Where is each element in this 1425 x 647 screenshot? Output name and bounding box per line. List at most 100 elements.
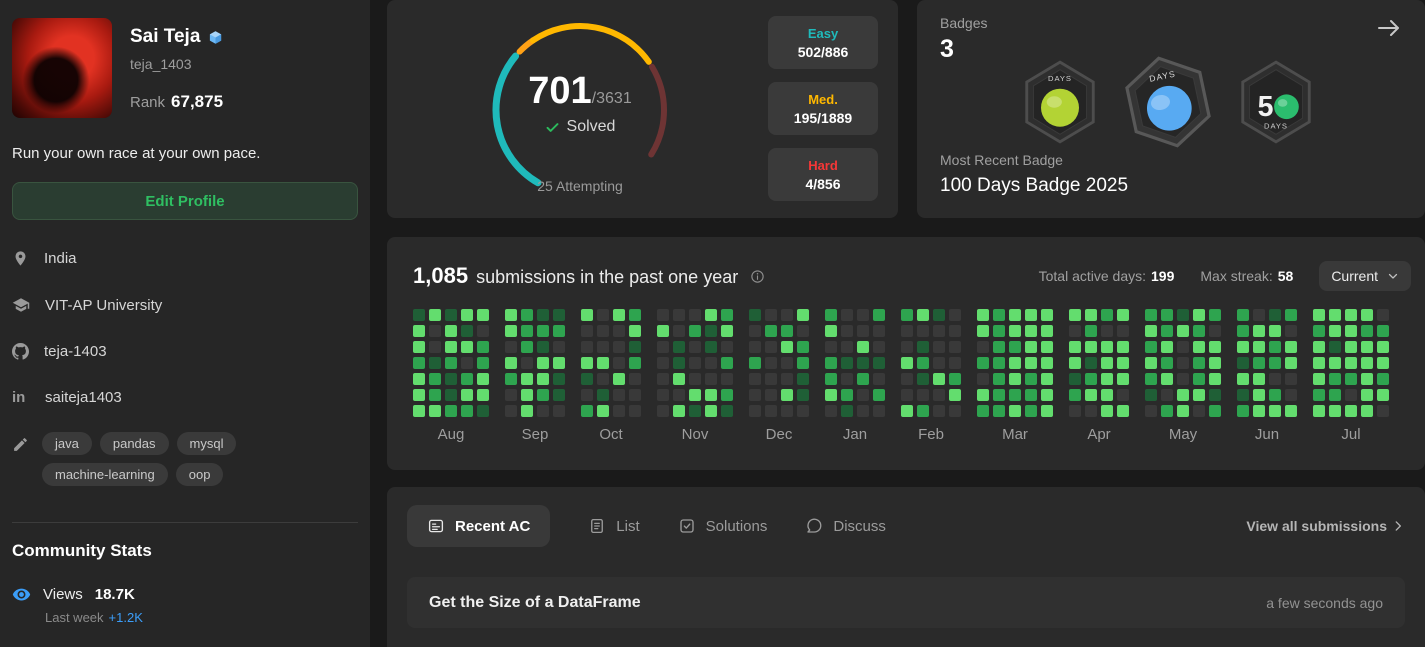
- linkedin-icon: in: [12, 389, 26, 406]
- heatmap-cell: [933, 373, 945, 385]
- heatmap-cell: [477, 373, 489, 385]
- skill-chip[interactable]: java: [42, 432, 92, 455]
- heatmap-cell: [825, 341, 837, 353]
- skill-chip[interactable]: machine-learning: [42, 463, 168, 486]
- heatmap-cell: [721, 373, 733, 385]
- heatmap-cell: [461, 309, 473, 321]
- heatmap-cell: [841, 389, 853, 401]
- arrow-right-icon[interactable]: [1375, 16, 1403, 45]
- heatmap-cell: [1177, 389, 1189, 401]
- heatmap-cell: [705, 373, 717, 385]
- heatmap-range-select[interactable]: Current: [1319, 261, 1411, 291]
- heatmap-cell: [413, 309, 425, 321]
- heatmap-cell: [765, 325, 777, 337]
- heatmap-cell: [1253, 373, 1265, 385]
- heatmap-cell: [505, 325, 517, 337]
- heatmap-cell: [825, 357, 837, 369]
- tab-list[interactable]: List: [588, 507, 640, 545]
- heatmap-cell: [521, 389, 533, 401]
- heatmap-cell: [1161, 373, 1173, 385]
- edit-profile-button[interactable]: Edit Profile: [12, 182, 358, 220]
- avatar: [12, 18, 112, 118]
- heatmap-cell: [1177, 373, 1189, 385]
- heatmap-month-label: Feb: [918, 426, 944, 443]
- heatmap-cell: [841, 405, 853, 417]
- view-all-submissions-link[interactable]: View all submissions: [1246, 518, 1405, 534]
- medium-stat-box: Med. 195/1889: [768, 82, 878, 135]
- heatmap-cell: [857, 357, 869, 369]
- heatmap-cell: [901, 309, 913, 321]
- heatmap-cell: [1193, 389, 1205, 401]
- heatmap-cell: [1193, 325, 1205, 337]
- heatmap-cell: [917, 405, 929, 417]
- heatmap-cell: [1377, 405, 1389, 417]
- heatmap-cell: [461, 341, 473, 353]
- heatmap-cell: [689, 341, 701, 353]
- heatmap-cell: [1269, 389, 1281, 401]
- submission-list-item[interactable]: Get the Size of a DataFrame a few second…: [407, 577, 1405, 628]
- heatmap-cell: [429, 357, 441, 369]
- skill-chip[interactable]: oop: [175, 463, 224, 486]
- heatmap-cell: [1377, 373, 1389, 385]
- heatmap-cell: [797, 341, 809, 353]
- heatmap-cell: [1237, 325, 1249, 337]
- tab-solutions[interactable]: Solutions: [678, 507, 767, 545]
- heatmap-cell: [825, 373, 837, 385]
- range-selected-value: Current: [1331, 268, 1378, 284]
- last-week-delta: +1.2K: [108, 610, 143, 625]
- easy-label: Easy: [807, 25, 839, 41]
- heatmap-cell: [505, 341, 517, 353]
- heatmap-cell: [721, 325, 733, 337]
- heatmap-cell: [1237, 309, 1249, 321]
- heatmap-cell: [445, 357, 457, 369]
- badges-card: Badges 3 DAYS DAYS DAYS: [917, 0, 1425, 218]
- last-week-label: Last week: [45, 610, 104, 625]
- linkedin-row[interactable]: in saiteja1403: [12, 389, 358, 406]
- heatmap-cell: [657, 357, 669, 369]
- heatmap-cell: [1117, 389, 1129, 401]
- heatmap-cell: [597, 357, 609, 369]
- heatmap-cell: [553, 373, 565, 385]
- heatmap-cell: [1069, 341, 1081, 353]
- heatmap-cell: [1101, 325, 1113, 337]
- heatmap-cell: [1025, 325, 1037, 337]
- heatmap-cell: [1041, 405, 1053, 417]
- heatmap-cell: [1069, 357, 1081, 369]
- heatmap-cell: [993, 309, 1005, 321]
- heatmap-cell: [445, 325, 457, 337]
- heatmap-cell: [857, 405, 869, 417]
- heatmap-cell: [1329, 357, 1341, 369]
- tab-discuss[interactable]: Discuss: [805, 507, 886, 545]
- skill-chips: java pandas mysql machine-learning oop: [42, 432, 332, 486]
- heatmap-cell: [1253, 389, 1265, 401]
- heatmap-cell: [445, 389, 457, 401]
- heatmap-cell: [613, 389, 625, 401]
- heatmap-cell: [1101, 309, 1113, 321]
- easy-value: 502/886: [797, 43, 849, 60]
- info-icon[interactable]: [750, 269, 765, 284]
- location-icon: [15, 251, 26, 266]
- tab-recent-ac[interactable]: Recent AC: [407, 505, 551, 547]
- heatmap-cell: [873, 341, 885, 353]
- views-label: Views: [43, 586, 83, 603]
- heatmap-cell: [629, 373, 641, 385]
- heatmap-cell: [901, 341, 913, 353]
- heatmap-cell: [1237, 373, 1249, 385]
- heatmap-cell: [1329, 389, 1341, 401]
- heatmap-cell: [657, 405, 669, 417]
- heatmap-month-label: Apr: [1087, 426, 1111, 443]
- attempting-label: 25 Attempting: [537, 178, 623, 194]
- heatmap-month-label: Jun: [1254, 426, 1280, 443]
- heatmap-cell: [1101, 357, 1113, 369]
- views-row: Views 18.7K: [12, 585, 358, 604]
- heatmap-cell: [689, 325, 701, 337]
- heatmap-cell: [657, 389, 669, 401]
- skill-chip[interactable]: mysql: [176, 432, 237, 455]
- heatmap-cell: [1313, 309, 1325, 321]
- heatmap-cell: [1069, 373, 1081, 385]
- heatmap-cell: [1009, 405, 1021, 417]
- heatmap-cell: [629, 341, 641, 353]
- github-row[interactable]: teja-1403: [12, 343, 358, 360]
- sidebar-divider: [12, 522, 358, 523]
- skill-chip[interactable]: pandas: [99, 432, 169, 455]
